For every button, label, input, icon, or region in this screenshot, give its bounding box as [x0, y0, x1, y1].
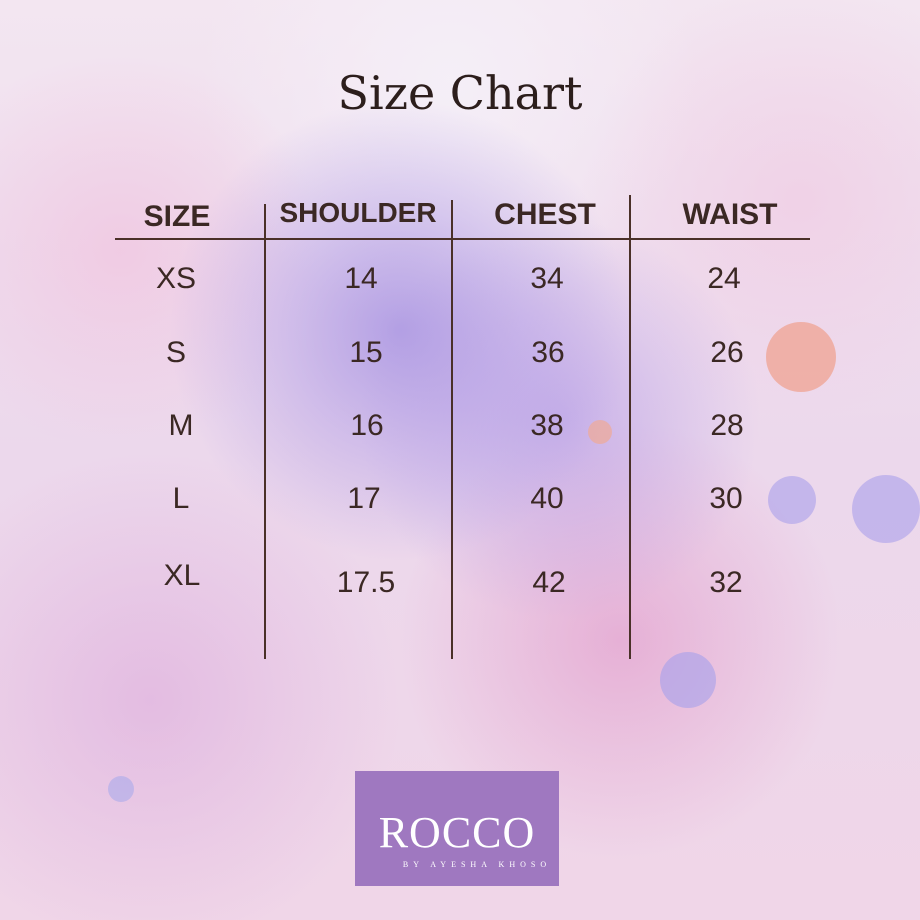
shoulder-cell: 15 [349, 336, 383, 369]
waist-cell: 32 [709, 566, 743, 599]
size-cell: S [165, 336, 186, 369]
header-chest: CHEST [494, 198, 596, 231]
size-cell: M [168, 409, 194, 442]
page-title: Size Chart [337, 66, 583, 120]
header-divider [115, 238, 810, 240]
shoulder-cell: 14 [344, 262, 378, 295]
chest-cell: 42 [532, 566, 566, 599]
waist-cell: 30 [709, 482, 743, 515]
decor-circle [588, 420, 612, 444]
chest-cell: 36 [531, 336, 565, 369]
decor-circle [108, 776, 134, 802]
chest-cell: 34 [530, 262, 564, 295]
shoulder-cell: 17 [347, 482, 381, 515]
size-cell: L [172, 482, 190, 515]
shoulder-cell: 16 [350, 409, 384, 442]
decor-circle [766, 322, 836, 392]
logo-name: ROCCO [378, 808, 536, 857]
size-cell: XS [155, 262, 197, 295]
logo-tagline: BY AYESHA KHOSO [402, 860, 552, 869]
decor-circle [852, 475, 920, 543]
column-divider [264, 204, 266, 659]
header-size: SIZE [143, 200, 211, 233]
column-divider [451, 200, 453, 659]
column-divider [629, 195, 631, 659]
waist-cell: 26 [710, 336, 744, 369]
header-shoulder: SHOULDER [279, 197, 437, 228]
waist-cell: 24 [707, 262, 741, 295]
size-cell: XL [163, 559, 201, 592]
chest-cell: 40 [530, 482, 564, 515]
chest-cell: 38 [530, 409, 564, 442]
waist-cell: 28 [710, 409, 744, 442]
decor-circle [660, 652, 716, 708]
decor-circle [768, 476, 816, 524]
shoulder-cell: 17.5 [336, 566, 396, 599]
header-waist: WAIST [682, 198, 778, 231]
brand-logo: ROCCO BY AYESHA KHOSO [355, 771, 559, 886]
